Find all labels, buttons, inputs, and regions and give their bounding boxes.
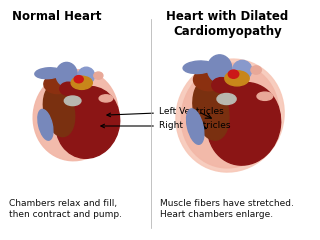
Ellipse shape xyxy=(35,68,62,79)
Ellipse shape xyxy=(194,69,225,91)
Ellipse shape xyxy=(257,92,273,100)
Ellipse shape xyxy=(99,95,113,102)
Ellipse shape xyxy=(181,63,279,168)
Text: Muscle fibers have stretched.
Heart chambers enlarge.: Muscle fibers have stretched. Heart cham… xyxy=(160,199,294,219)
Ellipse shape xyxy=(78,67,95,84)
Ellipse shape xyxy=(212,78,231,93)
Ellipse shape xyxy=(228,70,239,78)
Ellipse shape xyxy=(74,76,83,83)
Ellipse shape xyxy=(183,61,214,73)
Ellipse shape xyxy=(217,93,236,105)
Ellipse shape xyxy=(33,70,118,161)
Ellipse shape xyxy=(71,76,92,89)
Ellipse shape xyxy=(60,82,76,96)
Text: Normal Heart: Normal Heart xyxy=(12,10,102,23)
Ellipse shape xyxy=(251,66,261,74)
Ellipse shape xyxy=(233,60,252,80)
Ellipse shape xyxy=(56,62,77,86)
Text: Chambers relax and fill,
then contract and pump.: Chambers relax and fill, then contract a… xyxy=(9,199,122,219)
Ellipse shape xyxy=(94,72,103,79)
Ellipse shape xyxy=(176,59,284,172)
Text: Right Ventricles: Right Ventricles xyxy=(101,121,230,131)
Ellipse shape xyxy=(44,74,71,94)
Ellipse shape xyxy=(64,96,81,106)
Text: Heart with Dilated
Cardiomyopathy: Heart with Dilated Cardiomyopathy xyxy=(166,10,289,38)
Ellipse shape xyxy=(187,109,204,144)
Text: Left Ventricles: Left Ventricles xyxy=(107,107,224,117)
Ellipse shape xyxy=(193,80,229,140)
Ellipse shape xyxy=(225,71,249,86)
Ellipse shape xyxy=(38,109,53,140)
Ellipse shape xyxy=(207,55,232,83)
Ellipse shape xyxy=(56,86,120,158)
Ellipse shape xyxy=(207,83,281,165)
Ellipse shape xyxy=(43,84,75,137)
